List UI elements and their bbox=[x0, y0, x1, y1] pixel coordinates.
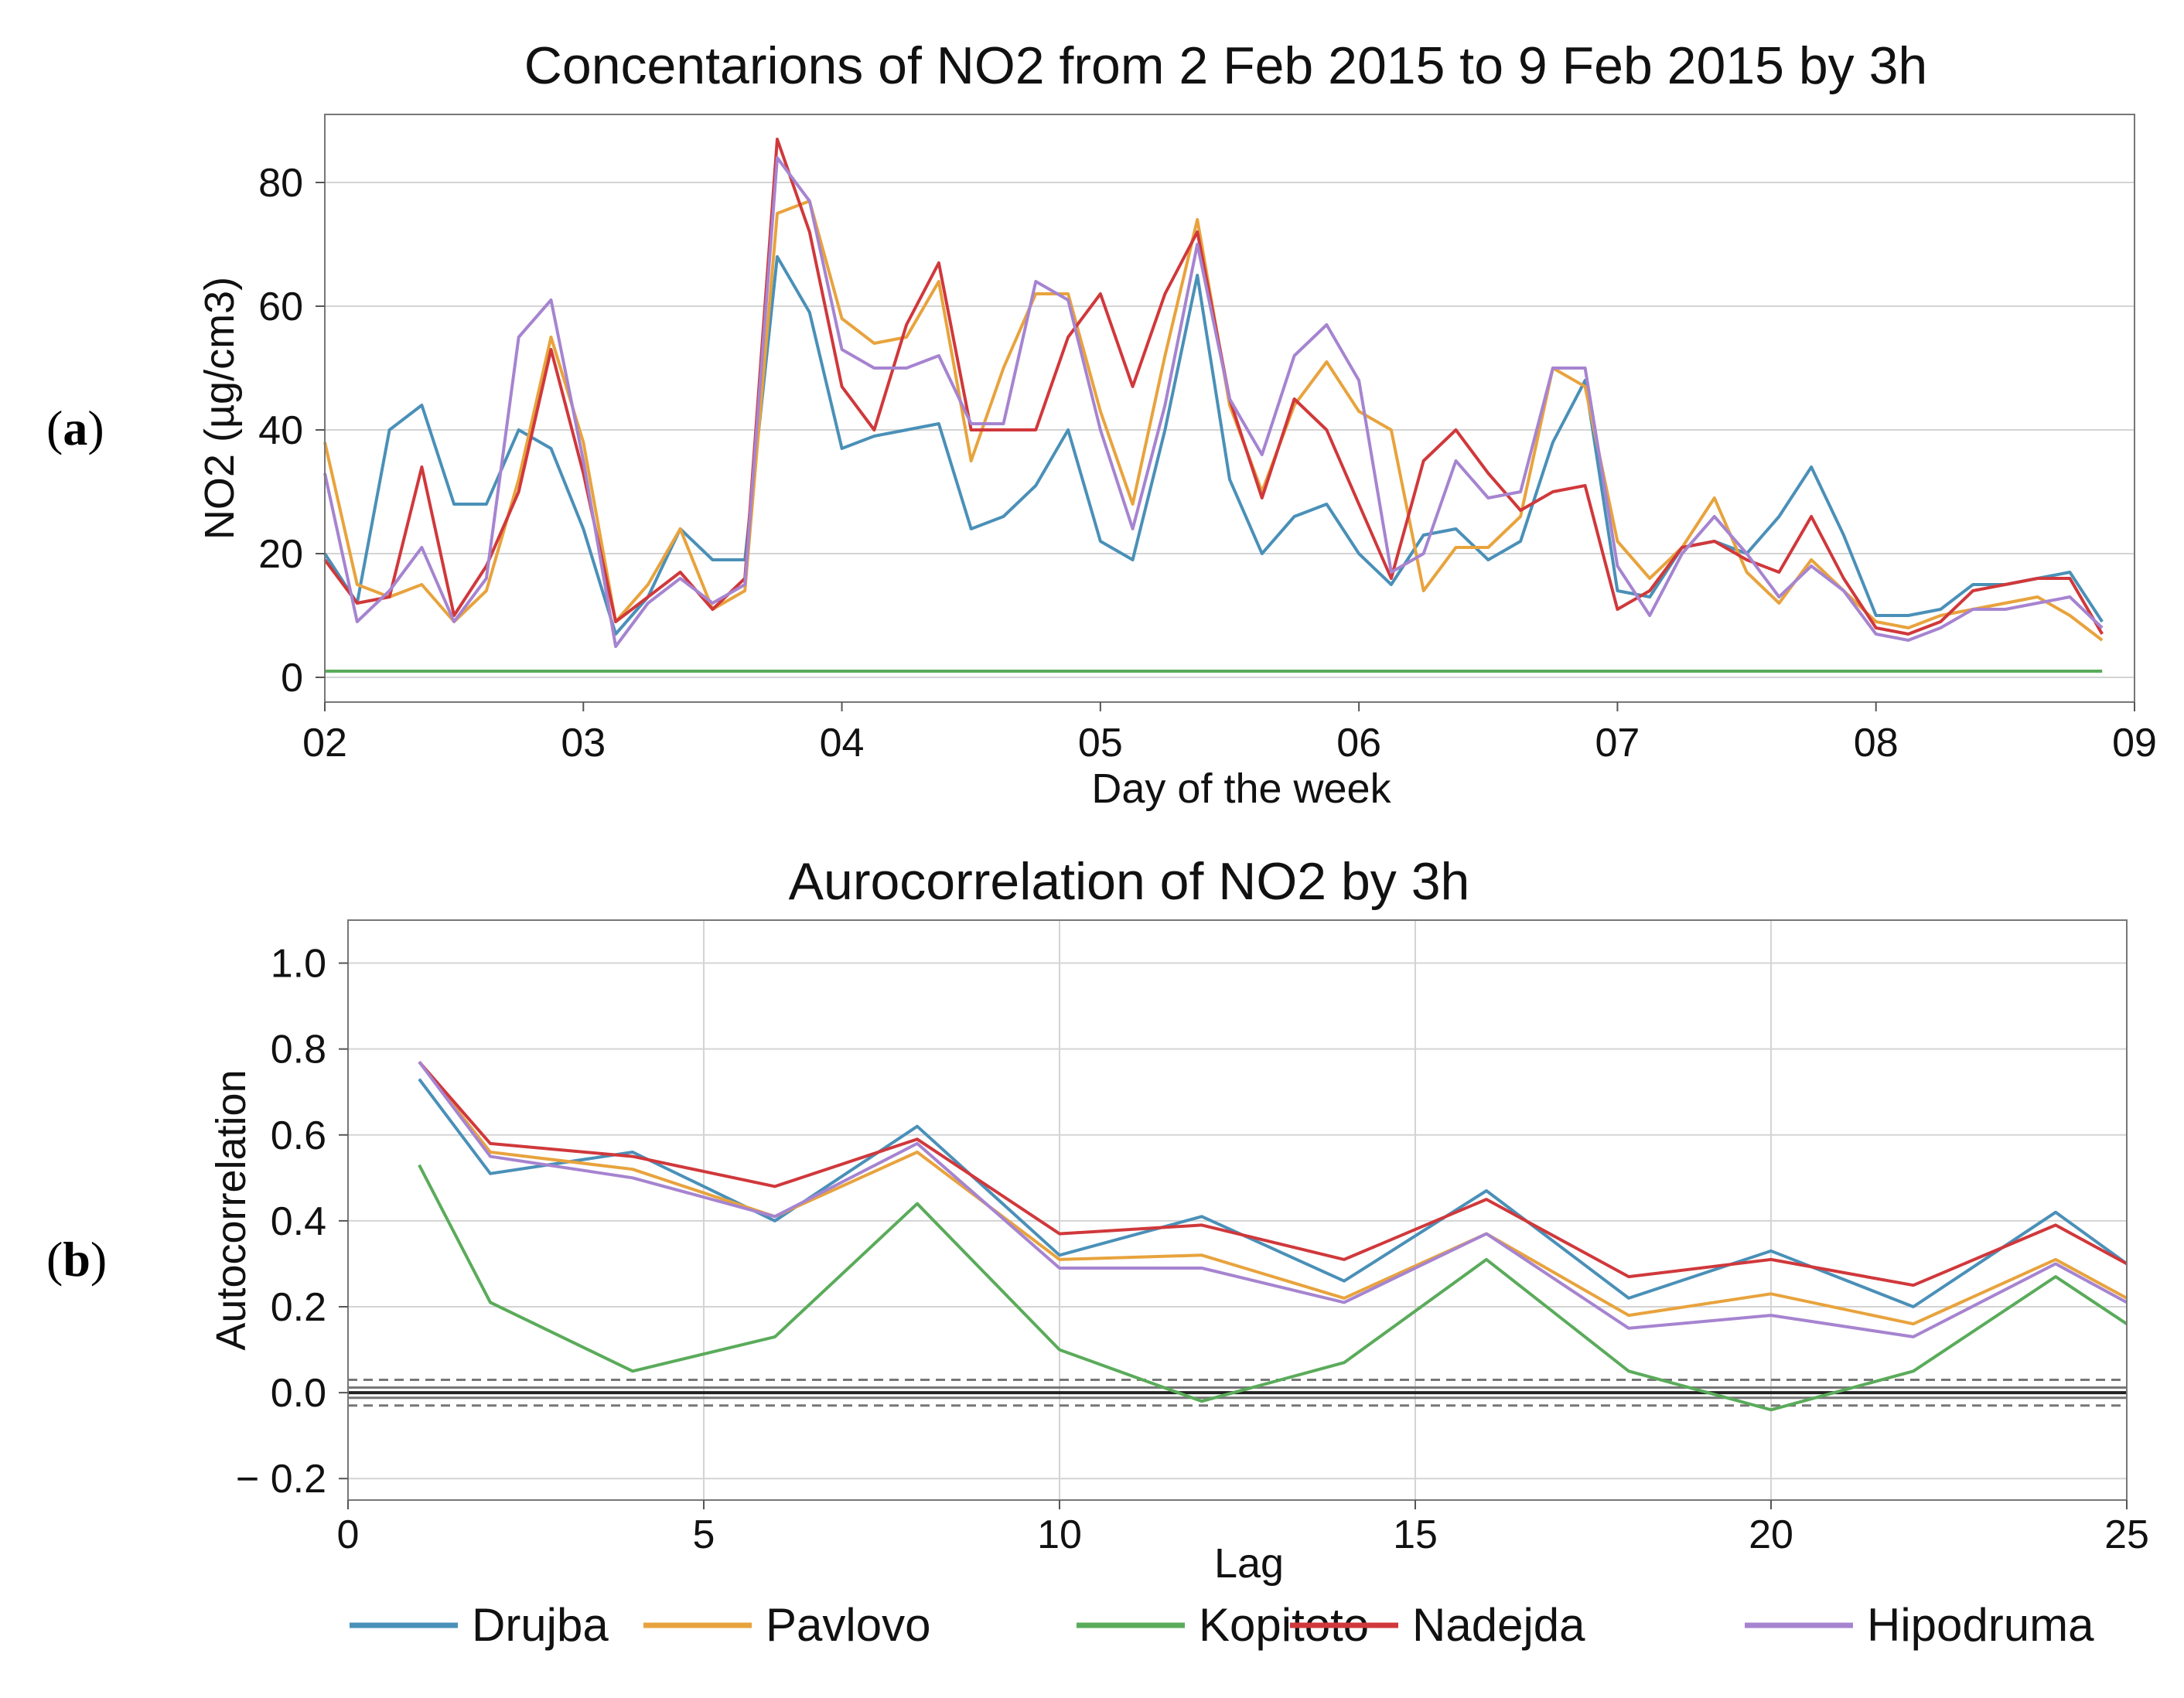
chart-a-ytick-label: 40 bbox=[258, 408, 303, 453]
chart-no2-concentration: Concentarions of NO2 from 2 Feb 2015 to … bbox=[196, 36, 2157, 812]
chart-b-title: Aurocorrelation of NO2 by 3h bbox=[789, 852, 1470, 911]
chart-b-ytick-label: 0.8 bbox=[271, 1028, 326, 1072]
chart-a-title: Concentarions of NO2 from 2 Feb 2015 to … bbox=[524, 36, 1927, 95]
chart-a-ytick-label: 0 bbox=[281, 656, 303, 701]
chart-a-ylabel: NO2 (µg/cm3) bbox=[196, 277, 243, 540]
chart-b-ytick-label: − 0.2 bbox=[236, 1457, 326, 1502]
legend-label-pavlovo: Pavlovo bbox=[766, 1599, 930, 1651]
chart-b-ytick-label: 1.0 bbox=[271, 942, 326, 987]
chart-a-ytick-label: 20 bbox=[258, 532, 303, 577]
legend: Drujba Pavlovo Kopitoto Nadejda Hipodruma bbox=[350, 1599, 2094, 1651]
chart-a-series-line-pavlovo bbox=[323, 199, 2104, 642]
chart-b-ytick-label: 0.6 bbox=[271, 1113, 326, 1158]
chart-b-series-line-hipodruma bbox=[418, 1061, 2128, 1338]
chart-a-xtick-label: 06 bbox=[1336, 721, 1381, 765]
chart-a-xtick-label: 09 bbox=[2112, 721, 2157, 765]
legend-label-nadejda: Nadejda bbox=[1412, 1599, 1585, 1651]
chart-a-xtick-label: 02 bbox=[302, 721, 347, 765]
chart-b-series-line-nadejda bbox=[418, 1060, 2128, 1287]
chart-b-series-line-kopitoto bbox=[418, 1164, 2128, 1412]
chart-b-series-line-pavlovo bbox=[418, 1061, 2128, 1326]
chart-a-plot-frame bbox=[324, 114, 2135, 703]
chart-a-xtick-label: 08 bbox=[1854, 721, 1899, 765]
chart-a-xlabel: Day of the week bbox=[1091, 765, 1391, 812]
chart-a-xtick-label: 07 bbox=[1595, 721, 1640, 765]
chart-a-xtick-label: 03 bbox=[561, 721, 606, 765]
chart-b-plot-frame bbox=[347, 919, 2128, 1501]
chart-b-ylabel: Autocorrelation bbox=[208, 1069, 254, 1350]
chart-b-series-line-drujba bbox=[418, 1078, 2128, 1308]
chart-a-grid bbox=[325, 182, 2135, 678]
chart-b-ytick-label: 0.0 bbox=[271, 1371, 326, 1416]
chart-b-xtick-label: 15 bbox=[1393, 1512, 1438, 1557]
legend-label-drujba: Drujba bbox=[472, 1599, 609, 1651]
chart-autocorrelation: Aurocorrelation of NO2 by 3h − 0.2 0.0 0.2… bbox=[208, 852, 2149, 1587]
chart-b-ytick-label: 0.2 bbox=[271, 1285, 326, 1330]
chart-a-series-line-drujba bbox=[323, 255, 2104, 636]
chart-a-ytick-label: 60 bbox=[258, 285, 303, 329]
chart-b-ytick-label: 0.4 bbox=[271, 1199, 326, 1244]
chart-b-xtick-label: 20 bbox=[1749, 1512, 1793, 1557]
chart-a-ticks: 0 20 40 60 80 02 03 04 05 06 07 08 09 bbox=[258, 161, 2157, 765]
chart-b-xlabel: Lag bbox=[1214, 1540, 1284, 1587]
chart-b-series bbox=[418, 1060, 2128, 1412]
panel-label-b: (b) bbox=[46, 1232, 107, 1287]
chart-b-xtick-label: 25 bbox=[2104, 1512, 2149, 1557]
chart-b-ticks: − 0.2 0.0 0.2 0.4 0.6 0.8 1.0 0 5 10 15 20 25 bbox=[236, 942, 2149, 1557]
chart-b-xtick-label: 0 bbox=[337, 1512, 360, 1557]
chart-a-xtick-label: 04 bbox=[820, 721, 865, 765]
legend-label-hipodruma: Hipodruma bbox=[1867, 1599, 2094, 1651]
chart-a-ytick-label: 80 bbox=[258, 161, 303, 206]
chart-b-grid bbox=[347, 920, 2128, 1500]
chart-a-series bbox=[323, 138, 2104, 673]
panel-label-a: (a) bbox=[46, 401, 104, 455]
chart-a-series-line-hipodruma bbox=[323, 156, 2104, 648]
chart-b-xtick-label: 5 bbox=[693, 1512, 715, 1557]
chart-a-xtick-label: 05 bbox=[1078, 721, 1123, 765]
chart-b-xtick-label: 10 bbox=[1037, 1512, 1082, 1557]
